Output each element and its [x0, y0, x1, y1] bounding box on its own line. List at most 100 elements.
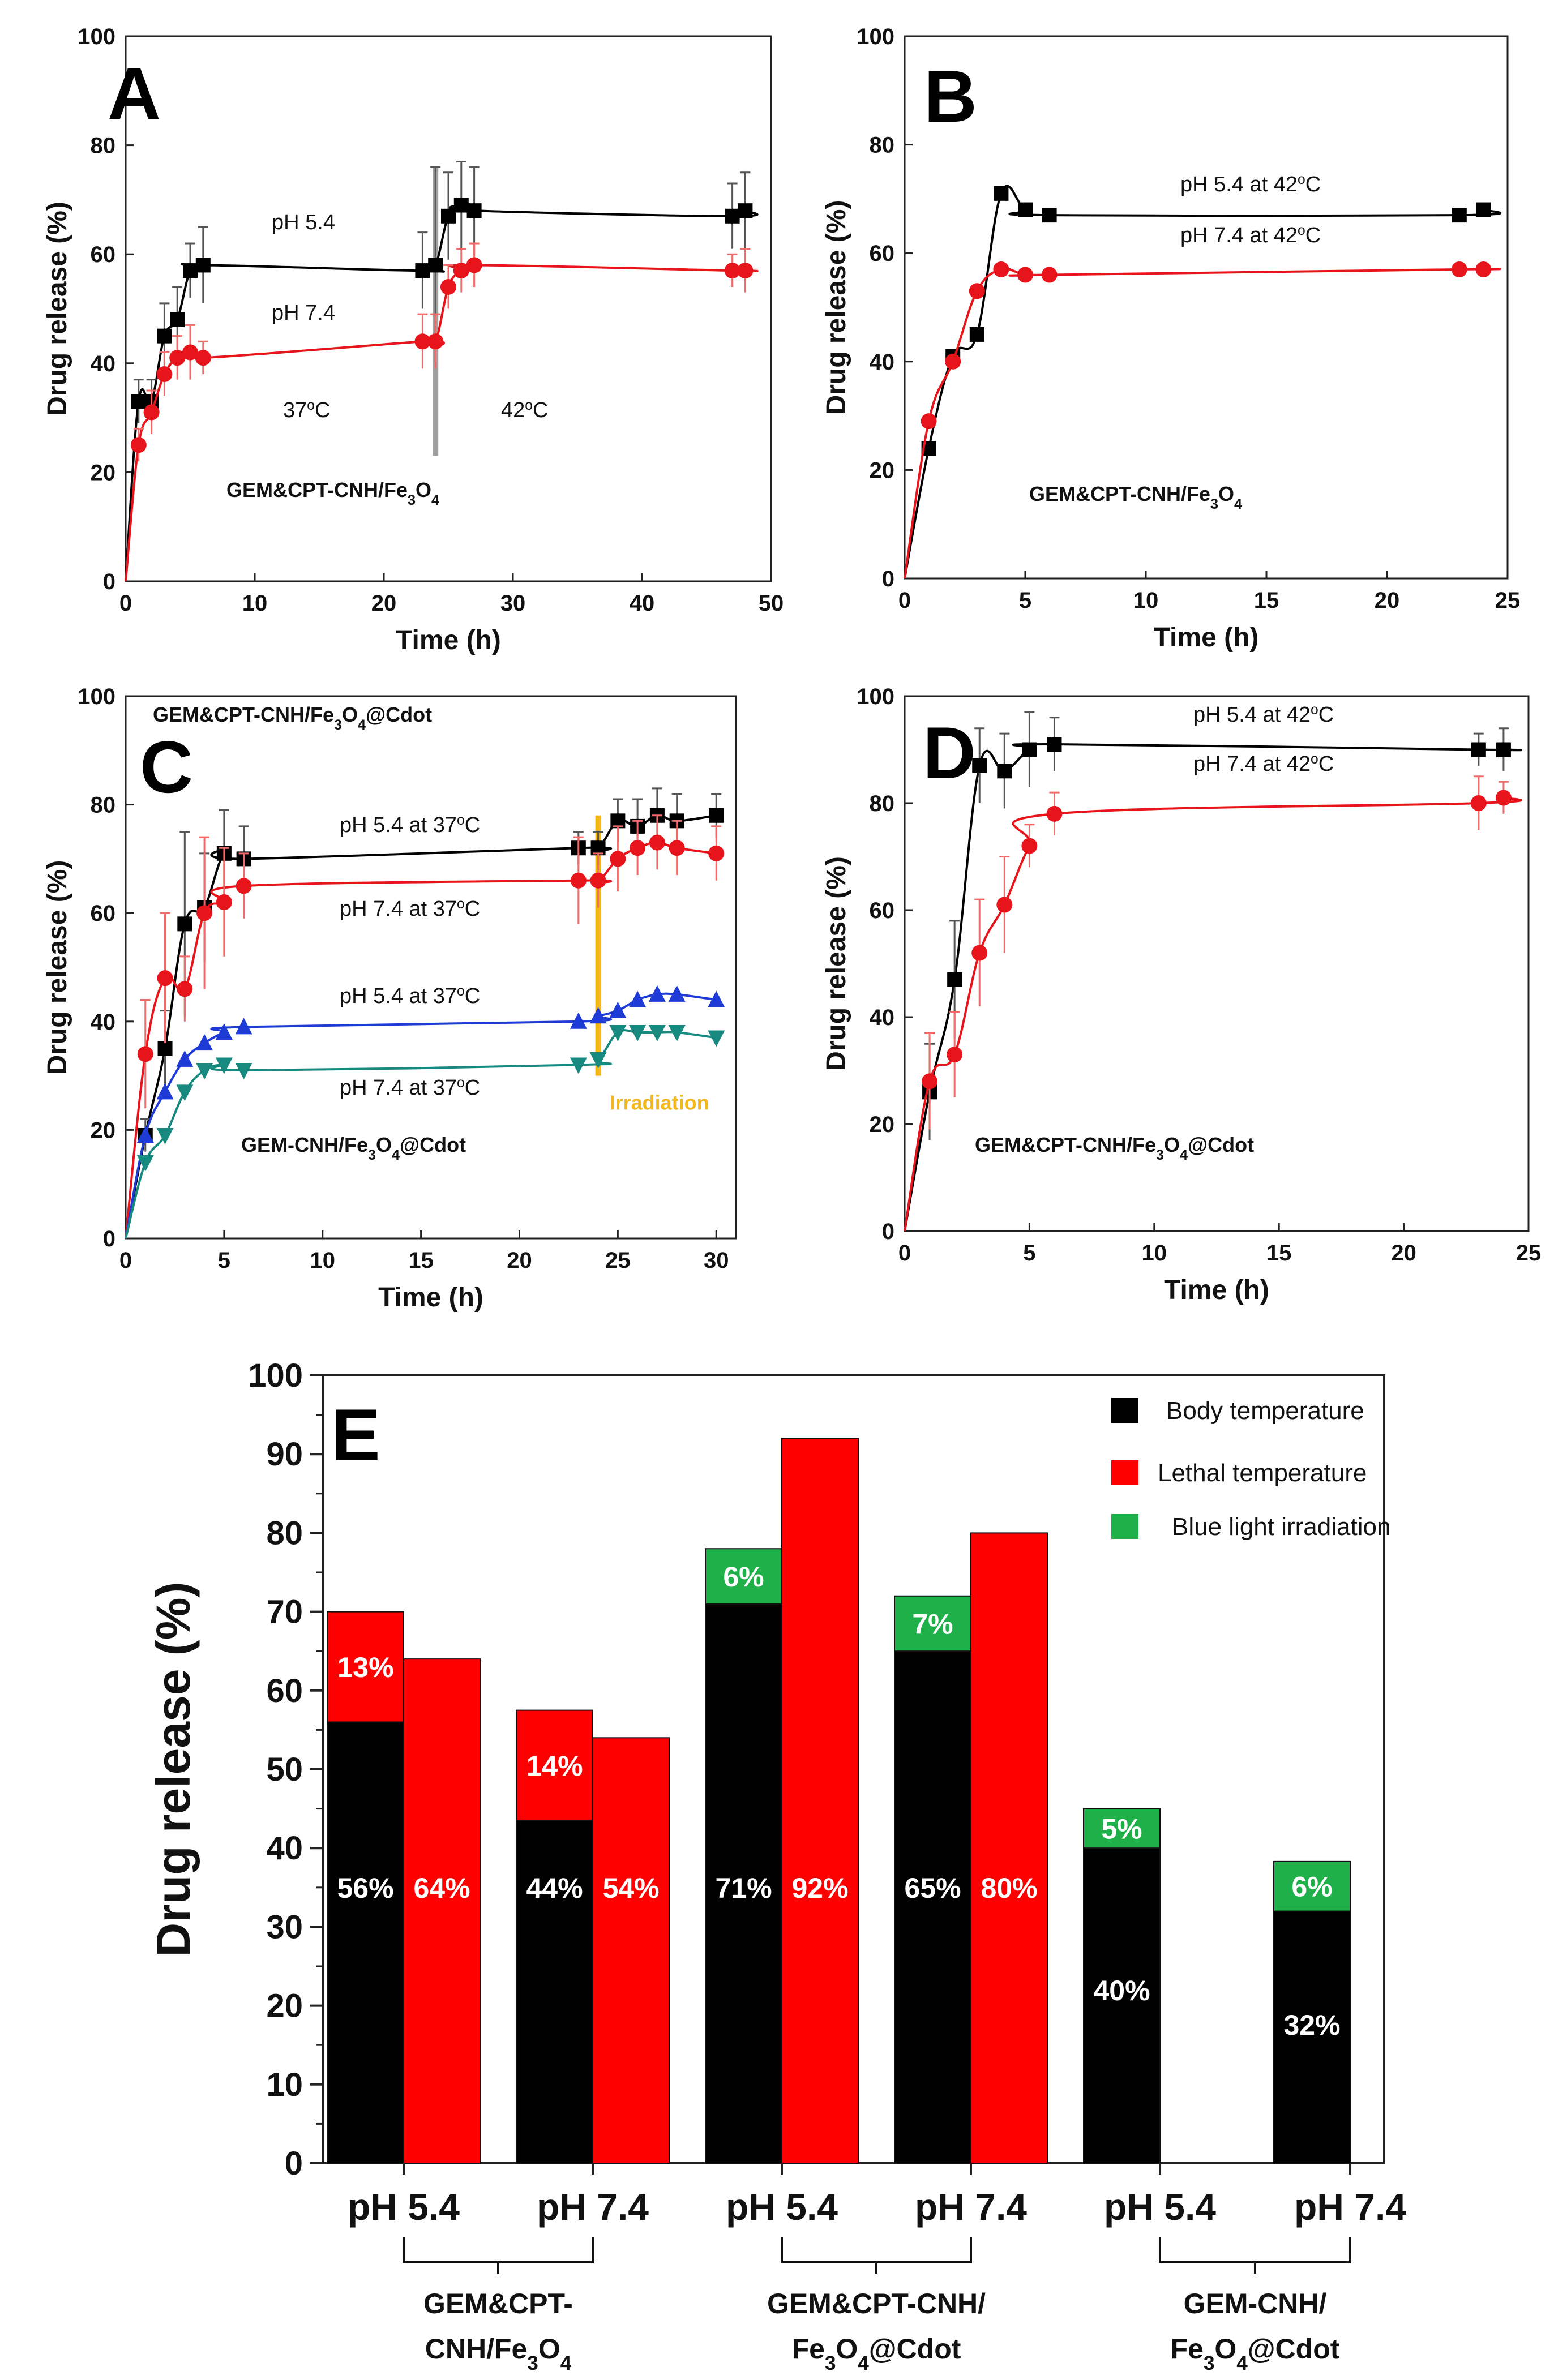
annotation: pH 7.4 at 42oC	[1193, 752, 1334, 777]
bar-body	[1273, 1910, 1351, 2164]
data-point	[947, 972, 962, 987]
bar-increment-label: 13%	[337, 1652, 393, 1683]
data-point	[922, 1073, 938, 1090]
data-point	[177, 916, 192, 932]
y-axis-label: Drug release (%)	[821, 200, 851, 415]
data-point	[183, 263, 198, 278]
legend-label: Lethal temperature	[1158, 1459, 1367, 1487]
data-point	[157, 1041, 173, 1056]
data-point	[177, 981, 193, 997]
plot-frame	[125, 695, 737, 1240]
data-point	[629, 990, 647, 1007]
data-point	[725, 208, 740, 224]
data-point	[590, 872, 606, 889]
y-tick-label: 0	[882, 1219, 894, 1244]
y-tick-label: 80	[870, 791, 895, 816]
bar-body	[1083, 1847, 1161, 2164]
group-label-line2: Fe3O4@Cdot	[1171, 2333, 1340, 2374]
x-category-label: pH 7.4	[537, 2186, 649, 2228]
data-point	[414, 333, 431, 350]
x-category-label: pH 5.4	[1104, 2186, 1216, 2228]
bar-group: 14% 44% 54%	[516, 1709, 670, 2164]
data-point	[156, 1127, 174, 1144]
annotation: 37oC	[283, 398, 330, 423]
x-tick-label: 20	[371, 591, 397, 616]
annotation: pH 7.4 at 37oC	[340, 897, 480, 921]
y-axis-label: Drug release (%)	[821, 856, 851, 1071]
bar-body-label: 65%	[904, 1872, 961, 1904]
bar-lethal	[970, 1532, 1048, 2164]
data-point	[1451, 261, 1467, 277]
annotation: GEM&CPT-CNH/Fe3O4	[226, 478, 439, 508]
data-point	[629, 1024, 647, 1041]
series-1	[125, 814, 725, 1239]
data-point	[570, 1057, 587, 1074]
plot-frame	[125, 35, 772, 582]
legend-swatch	[1111, 1514, 1138, 1539]
data-point	[235, 1063, 252, 1080]
plot-frame	[904, 35, 1509, 580]
data-point	[196, 1063, 213, 1080]
data-point	[195, 350, 211, 366]
data-point	[921, 413, 937, 430]
bar-increment-label: 6%	[1291, 1871, 1332, 1903]
y-tick-label: 20	[870, 1112, 895, 1137]
y-tick-label: 50	[266, 1751, 303, 1788]
y-tick-label: 20	[91, 1118, 116, 1143]
data-point	[610, 851, 626, 867]
bar-body-label: 56%	[337, 1872, 393, 1904]
bar-increment	[894, 1595, 971, 1652]
x-tick-label: 0	[898, 588, 911, 613]
x-tick-label: 15	[1266, 1241, 1292, 1266]
data-point	[947, 1047, 963, 1063]
group-label-line2: CNH/Fe3O4	[425, 2333, 572, 2374]
data-point	[415, 263, 430, 278]
data-point	[136, 1126, 154, 1143]
x-tick-label: 5	[1023, 1241, 1035, 1266]
data-point	[1041, 267, 1058, 283]
panel-letter: C	[140, 726, 193, 808]
group-label-line2: Fe3O4@Cdot	[792, 2333, 961, 2374]
bar-increment-label: 5%	[1101, 1813, 1142, 1845]
bar-increment-label: 6%	[723, 1561, 764, 1593]
data-point	[648, 1024, 666, 1041]
data-point	[143, 404, 160, 421]
data-point	[1496, 742, 1511, 757]
series-3	[125, 1024, 725, 1239]
group-label-line1: GEM-CNH/	[1184, 2288, 1327, 2319]
y-tick-label: 40	[91, 351, 116, 376]
data-point	[130, 437, 147, 453]
y-tick-label: 20	[91, 460, 116, 485]
data-point	[668, 1024, 686, 1041]
x-tick-label: 30	[500, 591, 526, 616]
series-1	[125, 242, 759, 582]
data-point	[709, 808, 724, 823]
y-tick-label: 20	[870, 458, 895, 483]
x-tick-label: 5	[218, 1248, 230, 1273]
group-bracket	[403, 2237, 594, 2263]
legend-swatch	[1111, 1398, 1138, 1423]
data-point	[708, 990, 725, 1007]
bar-group: 7% 65% 80%	[894, 1532, 1048, 2164]
y-tick-label: 10	[266, 2066, 303, 2103]
x-tick-label: 10	[310, 1248, 335, 1273]
y-tick-label: 100	[248, 1357, 303, 1394]
data-point	[589, 1052, 607, 1069]
y-tick-label: 80	[91, 134, 116, 158]
data-point	[668, 985, 686, 1002]
data-point	[427, 333, 444, 350]
data-point	[215, 1057, 233, 1074]
y-tick-label: 100	[857, 24, 894, 49]
bar-body-label: 44%	[526, 1872, 583, 1904]
data-point	[176, 1050, 194, 1067]
y-tick-label: 100	[78, 24, 115, 49]
legend-label: Blue light irradiation	[1172, 1513, 1390, 1541]
bar-increment-label: 7%	[912, 1608, 953, 1640]
y-tick-label: 0	[103, 569, 115, 594]
y-axis-label: Drug release (%)	[42, 201, 72, 416]
bar-increment	[327, 1611, 404, 1723]
series-line	[904, 267, 1501, 579]
series-line	[125, 264, 759, 582]
bar-increment-label: 14%	[526, 1750, 583, 1782]
